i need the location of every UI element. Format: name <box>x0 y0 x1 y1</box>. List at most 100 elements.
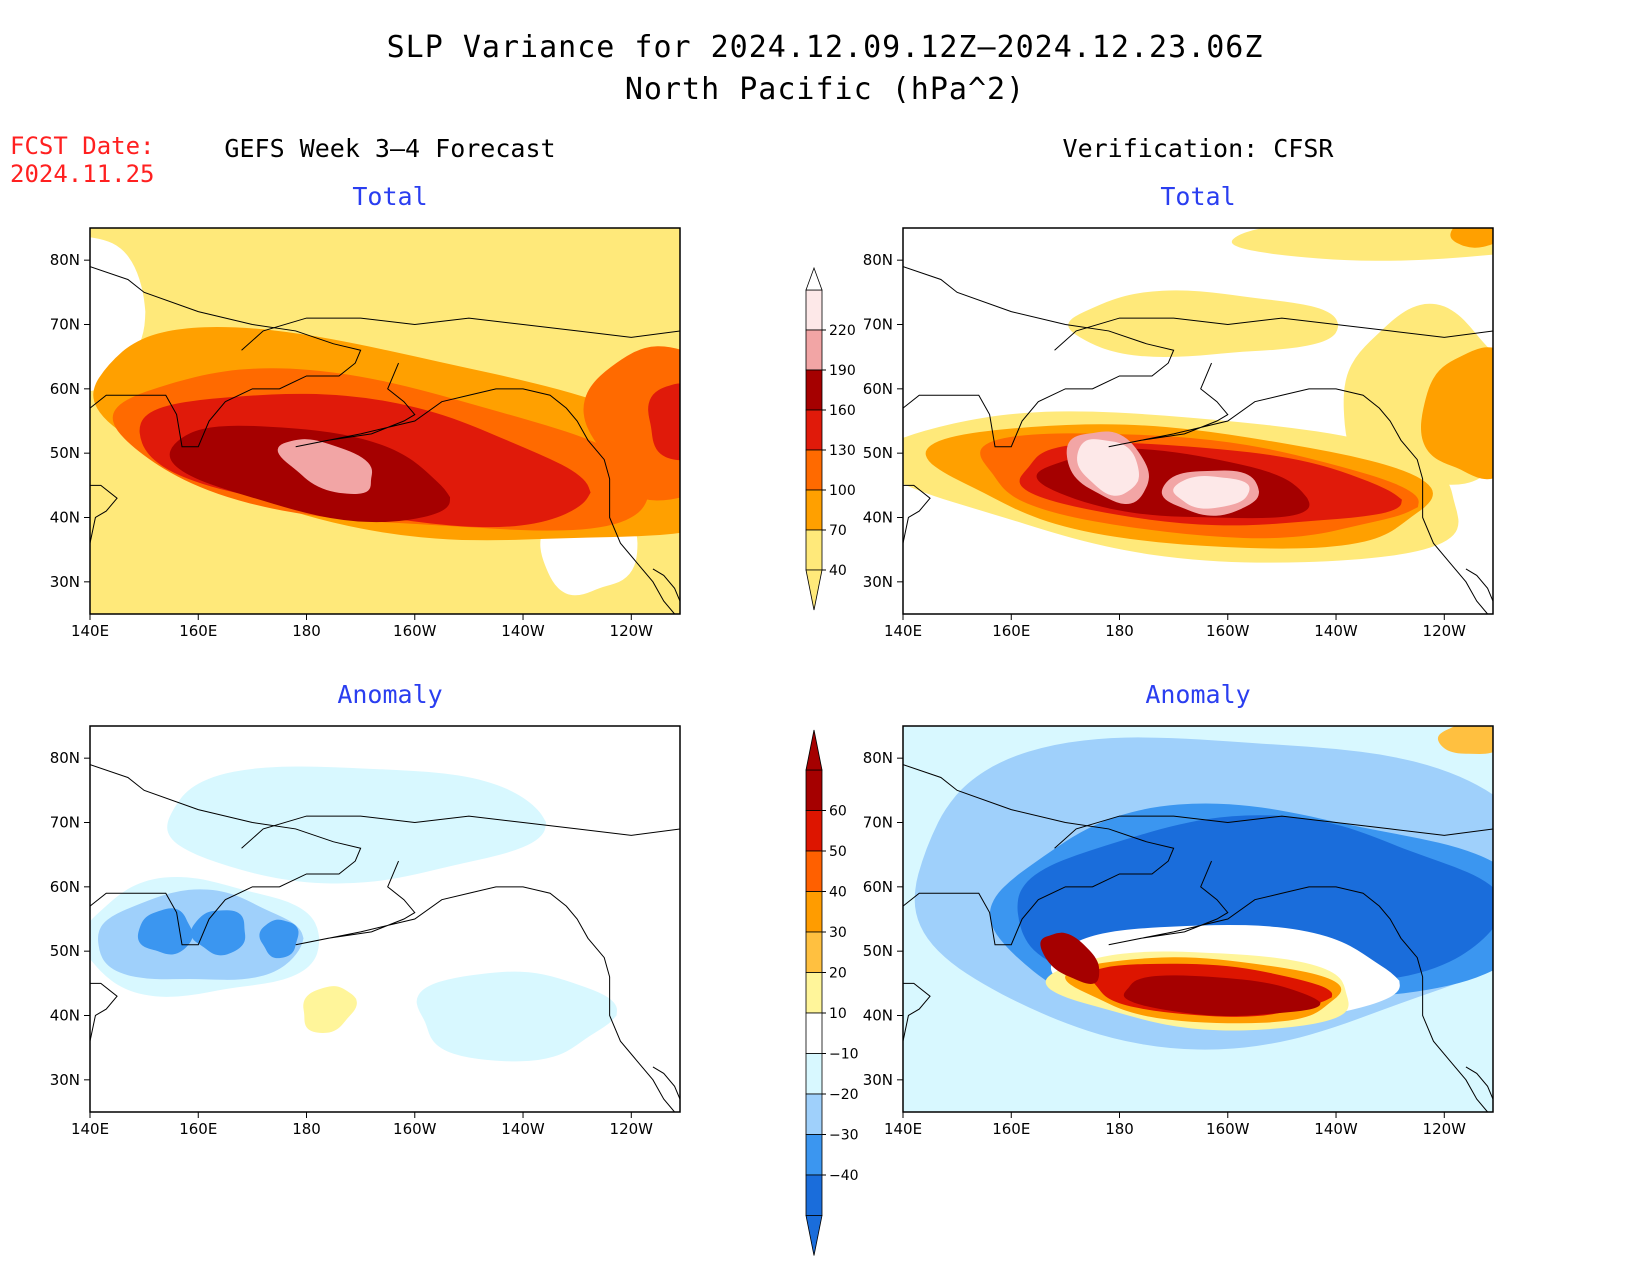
lon-label: 140E <box>71 622 109 640</box>
lon-label: 140E <box>884 622 922 640</box>
lat-label: 30N <box>863 573 893 591</box>
lat-label: 60N <box>50 380 80 398</box>
coastlines-forecast-total <box>90 266 680 614</box>
lon-label: 180 <box>292 1120 321 1138</box>
shade-70 <box>1450 228 1493 248</box>
colorbar-cell <box>805 529 823 571</box>
coastline <box>90 982 118 1061</box>
colorbar-label: 20 <box>829 966 847 982</box>
lon-label: 160W <box>393 1120 437 1138</box>
shading-verification-anomaly <box>903 726 1493 1112</box>
lat-label: 70N <box>50 814 80 832</box>
lon-label: 160E <box>992 622 1030 640</box>
lat-label: 80N <box>863 749 893 767</box>
lon-label: 180 <box>292 622 321 640</box>
colorbar-cell <box>805 289 823 331</box>
colorbar-label: 40 <box>829 563 847 579</box>
main-title: SLP Variance for 2024.12.09.12Z–2024.12.… <box>386 30 1264 65</box>
lat-label: 30N <box>50 573 80 591</box>
lon-label: 140E <box>71 1120 109 1138</box>
lat-label: 70N <box>863 316 893 334</box>
shade-minus10 <box>416 971 617 1062</box>
fcst-date-label: FCST Date: <box>10 132 155 160</box>
lon-label: 140E <box>884 1120 922 1138</box>
coastline <box>903 266 1175 448</box>
coastline <box>652 1066 680 1100</box>
colorbar-label: 10 <box>829 1006 847 1022</box>
lat-label: 70N <box>50 316 80 334</box>
colorbar-label: −40 <box>829 1168 859 1184</box>
lat-label: 40N <box>50 1007 80 1025</box>
lat-label: 30N <box>863 1071 893 1089</box>
panel-title-forecast-anomaly: Anomaly <box>337 680 443 709</box>
panel-frame <box>89 725 681 1113</box>
shade-plus60 <box>1123 975 1321 1017</box>
colorbar-cell <box>805 1134 823 1176</box>
panel-frame <box>902 725 1494 1113</box>
colorbar-total: 220 190 160 130 100 70 40 <box>805 266 856 611</box>
lon-label: 120W <box>610 1120 654 1138</box>
coastline <box>295 362 675 614</box>
lat-label: 60N <box>863 380 893 398</box>
shade-minus30 <box>259 919 299 959</box>
coastline <box>903 764 1175 946</box>
lat-label: 40N <box>863 509 893 527</box>
colorbar-arrow-top <box>805 266 823 291</box>
coastline <box>90 484 118 563</box>
colorbar-arrow-top <box>805 729 823 771</box>
lon-label: 140W <box>501 622 545 640</box>
coastline <box>90 764 362 946</box>
lon-label: 180 <box>1105 622 1134 640</box>
lon-label: 120W <box>1423 1120 1467 1138</box>
map-panel-verification-total: 80N 70N 60N 50N 40N 30N 140E 160E 180 160W 140W 120… <box>863 227 1494 640</box>
shade-40 <box>1231 228 1493 261</box>
coastlines-verification-total <box>903 266 1493 614</box>
colorbar-label: 130 <box>829 443 856 459</box>
panel-title-forecast-total: Total <box>352 182 428 211</box>
lon-label: 160E <box>992 1120 1030 1138</box>
colorbar-cell <box>805 449 823 491</box>
colorbar-label: 160 <box>829 403 856 419</box>
colorbar-cell <box>805 1053 823 1095</box>
shading-forecast-anomaly <box>90 726 680 1112</box>
coastline <box>295 860 675 1112</box>
colorbar-label: 100 <box>829 483 856 499</box>
colorbar-cell <box>805 369 823 411</box>
colorbar-anomaly: 60 50 40 30 20 10 −10 −20 −30 −40 <box>805 729 859 1256</box>
colorbar-cell <box>805 972 823 1014</box>
coastline <box>1054 815 1493 849</box>
lon-label: 120W <box>1423 622 1467 640</box>
lat-label: 60N <box>863 878 893 896</box>
colorbar-label: 190 <box>829 363 856 379</box>
colorbar-label: −30 <box>829 1128 859 1144</box>
main-subtitle: North Pacific (hPa^2) <box>624 72 1026 107</box>
colorbar-cell <box>805 810 823 852</box>
panel-frame <box>902 227 1494 615</box>
colorbar-label: 50 <box>829 844 847 860</box>
colorbar-label: −10 <box>829 1047 859 1063</box>
left-column-title: GEFS Week 3–4 Forecast <box>224 134 556 163</box>
shade-130 <box>648 383 680 461</box>
colorbar-arrow-bottom <box>805 569 823 611</box>
lon-label: 160E <box>179 1120 217 1138</box>
lat-label: 50N <box>863 942 893 960</box>
coastline <box>1054 317 1493 351</box>
shade-220 <box>1077 439 1140 496</box>
map-panel-forecast-total: 80N 70N 60N 50N 40N 30N 140E 160E 180 160W 140W 120… <box>50 227 681 640</box>
colorbar-label: 220 <box>829 323 856 339</box>
shading-forecast-total <box>90 228 680 614</box>
colorbar-cell <box>805 1174 823 1216</box>
map-panel-forecast-anomaly: 80N 70N 60N 50N 40N 30N 140E 160E 180 160W 140W 120… <box>50 725 681 1138</box>
fcst-date-value: 2024.11.25 <box>10 160 155 188</box>
lon-label: 180 <box>1105 1120 1134 1138</box>
lon-label: 160W <box>393 622 437 640</box>
colorbar-cell <box>805 1012 823 1054</box>
panel-frame <box>89 227 681 615</box>
coastline <box>1108 860 1488 1112</box>
coastline <box>903 982 931 1061</box>
shading-verification-total <box>903 228 1493 614</box>
lon-label: 140W <box>1314 622 1358 640</box>
shade-plus10 <box>303 986 357 1033</box>
lon-label: 160W <box>1206 1120 1250 1138</box>
colorbar-cell <box>805 329 823 371</box>
